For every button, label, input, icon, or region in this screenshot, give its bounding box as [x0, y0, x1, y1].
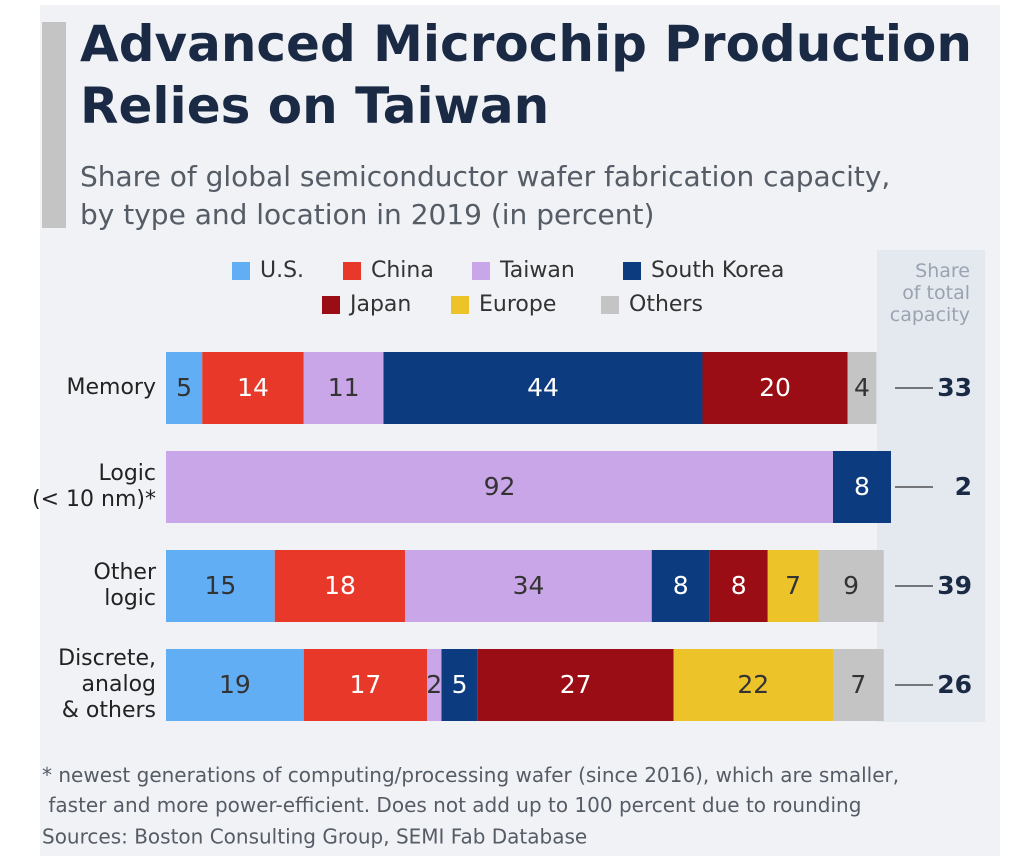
- bar-segment: [818, 550, 884, 622]
- bar-segment: [709, 550, 768, 622]
- value-label: 44: [527, 373, 559, 402]
- category-label: Memory: [67, 375, 156, 400]
- bar-segment: [383, 352, 703, 424]
- category-label: Other logic: [94, 560, 157, 611]
- share-value: 33: [937, 373, 972, 402]
- value-label: 14: [237, 373, 269, 402]
- legend-label: Japan: [348, 292, 411, 317]
- value-label: 17: [349, 670, 381, 699]
- value-label: 92: [484, 472, 516, 501]
- legend-label: Europe: [479, 292, 556, 317]
- title-accent: [42, 22, 66, 228]
- legend-swatch: [232, 262, 250, 280]
- value-label: 8: [731, 571, 747, 600]
- category-label: Discrete, analog & others: [58, 646, 156, 723]
- bar-segment: [274, 550, 406, 622]
- bar-segment: [833, 649, 884, 721]
- bar-segment: [202, 352, 304, 424]
- bar-segment: [427, 649, 442, 721]
- share-value: 2: [955, 472, 972, 501]
- bar-segment: [166, 649, 304, 721]
- legend-swatch: [343, 262, 361, 280]
- bar-segment: [303, 352, 384, 424]
- bar-segment: [651, 550, 710, 622]
- legend-label: Others: [629, 292, 703, 317]
- value-label: 5: [452, 670, 468, 699]
- bar-segment: [847, 352, 877, 424]
- bar-segment: [166, 451, 833, 523]
- value-label: 18: [324, 571, 356, 600]
- share-value: 26: [937, 670, 972, 699]
- share-header: Share of total capacity: [890, 260, 970, 326]
- category-label: Logic (< 10 nm)*: [32, 461, 156, 512]
- value-label: 15: [204, 571, 236, 600]
- value-label: 9: [843, 571, 859, 600]
- value-label: 34: [513, 571, 545, 600]
- legend-label: China: [371, 258, 434, 283]
- bar-segment: [477, 649, 674, 721]
- value-label: 20: [759, 373, 791, 402]
- value-label: 2: [426, 670, 442, 699]
- legend-label: Taiwan: [499, 258, 575, 283]
- source: Sources: Boston Consulting Group, SEMI F…: [42, 825, 587, 849]
- bar-segment: [673, 649, 833, 721]
- legend-swatch: [451, 296, 469, 314]
- value-label: 4: [854, 373, 870, 402]
- value-label: 5: [176, 373, 192, 402]
- bar-segment: [833, 451, 891, 523]
- chart-subtitle: Share of global semiconductor wafer fabr…: [80, 160, 890, 231]
- bar-segment: [702, 352, 848, 424]
- value-label: 11: [328, 373, 360, 402]
- value-label: 8: [673, 571, 689, 600]
- value-label: 8: [854, 472, 870, 501]
- share-column: [877, 250, 985, 722]
- value-label: 7: [785, 571, 801, 600]
- footnote: * newest generations of computing/proces…: [42, 763, 899, 817]
- legend-label: U.S.: [260, 258, 304, 283]
- share-value: 39: [937, 571, 972, 600]
- bar-segment: [405, 550, 652, 622]
- bar-segment: [166, 550, 275, 622]
- value-label: 27: [560, 670, 592, 699]
- bar-segment: [441, 649, 478, 721]
- value-label: 7: [850, 670, 866, 699]
- bar-segment: [166, 352, 203, 424]
- legend-swatch: [472, 262, 490, 280]
- value-label: 22: [737, 670, 769, 699]
- legend-swatch: [322, 296, 340, 314]
- chart-title: Advanced Microchip Production Relies on T…: [80, 15, 972, 135]
- legend-label: South Korea: [651, 258, 784, 283]
- legend-swatch: [601, 296, 619, 314]
- value-label: 19: [219, 670, 251, 699]
- bar-segment: [303, 649, 427, 721]
- bar-segment: [767, 550, 819, 622]
- legend-swatch: [623, 262, 641, 280]
